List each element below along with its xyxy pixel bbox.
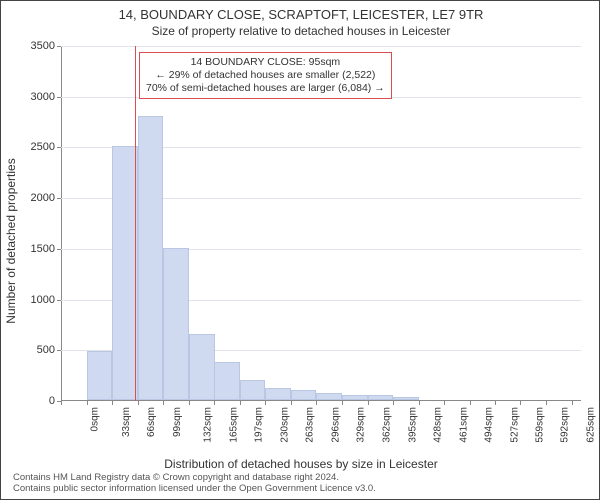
- x-tick-mark: [393, 401, 394, 405]
- x-tick-mark: [240, 401, 241, 405]
- annotation-line1: 14 BOUNDARY CLOSE: 95sqm: [146, 56, 385, 69]
- x-tick-label: 494sqm: [484, 407, 495, 443]
- x-tick-label: 230sqm: [279, 407, 290, 443]
- plot-area: 0500100015002000250030003500 0sqm33sqm66…: [61, 46, 581, 401]
- x-axis-label: Distribution of detached houses by size …: [1, 457, 600, 471]
- x-tick-mark: [87, 401, 88, 405]
- x-tick-label: 395sqm: [407, 407, 418, 443]
- annotation-line2: ← 29% of detached houses are smaller (2,…: [146, 69, 385, 82]
- y-tick-label: 2500: [15, 141, 55, 153]
- x-tick-mark: [291, 401, 292, 405]
- y-tick-label: 3000: [15, 91, 55, 103]
- credits-line2: Contains public sector information licen…: [13, 484, 376, 495]
- x-tick-label: 99sqm: [172, 407, 183, 437]
- y-tick-label: 2000: [15, 192, 55, 204]
- x-tick-label: 296sqm: [330, 407, 341, 443]
- histogram-bar: [87, 351, 113, 400]
- histogram-bar: [189, 334, 215, 400]
- x-tick-mark: [444, 401, 445, 405]
- x-tick-mark: [189, 401, 190, 405]
- histogram-bar: [163, 248, 189, 400]
- x-tick-mark: [470, 401, 471, 405]
- x-tick-label: 263sqm: [305, 407, 316, 443]
- x-tick-mark: [112, 401, 113, 405]
- x-tick-mark: [316, 401, 317, 405]
- chart-subtitle: Size of property relative to detached ho…: [1, 24, 600, 38]
- x-tick-mark: [138, 401, 139, 405]
- histogram-bar: [291, 390, 317, 400]
- histogram-bar: [342, 395, 368, 400]
- x-tick-mark: [265, 401, 266, 405]
- histogram-bar: [316, 393, 342, 400]
- x-tick-label: 197sqm: [253, 407, 264, 443]
- histogram-bar: [214, 362, 240, 400]
- x-tick-label: 329sqm: [356, 407, 367, 443]
- x-tick-mark: [342, 401, 343, 405]
- histogram-bar: [138, 116, 164, 400]
- x-tick-label: 428sqm: [433, 407, 444, 443]
- x-tick-label: 461sqm: [458, 407, 469, 443]
- histogram-bar: [265, 388, 291, 400]
- x-tick-mark: [520, 401, 521, 405]
- x-tick-label: 165sqm: [229, 407, 240, 443]
- y-tick-label: 0: [15, 395, 55, 407]
- y-tick-label: 1500: [15, 243, 55, 255]
- x-tick-label: 66sqm: [146, 407, 157, 437]
- x-tick-label: 592sqm: [560, 407, 571, 443]
- chart-container: { "title_main": "14, BOUNDARY CLOSE, SCR…: [0, 0, 600, 500]
- x-tick-mark: [368, 401, 369, 405]
- x-tick-mark: [61, 401, 62, 405]
- marker-line: [135, 46, 136, 401]
- x-tick-label: 625sqm: [586, 407, 597, 443]
- x-tick-mark: [214, 401, 215, 405]
- x-tick-mark: [495, 401, 496, 405]
- credits: Contains HM Land Registry data © Crown c…: [13, 473, 376, 495]
- x-tick-mark: [572, 401, 573, 405]
- x-tick-label: 362sqm: [382, 407, 393, 443]
- x-tick-mark: [546, 401, 547, 405]
- y-tick-label: 1000: [15, 294, 55, 306]
- x-tick-mark: [163, 401, 164, 405]
- x-tick-label: 33sqm: [121, 407, 132, 437]
- x-tick-label: 132sqm: [203, 407, 214, 443]
- x-tick-label: 559sqm: [534, 407, 545, 443]
- annotation-line3: 70% of semi-detached houses are larger (…: [146, 82, 385, 95]
- chart-title: 14, BOUNDARY CLOSE, SCRAPTOFT, LEICESTER…: [1, 7, 600, 22]
- x-tick-label: 527sqm: [510, 407, 521, 443]
- histogram-bar: [393, 397, 419, 400]
- histogram-bar: [368, 395, 394, 400]
- x-tick-mark: [419, 401, 420, 405]
- annotation-box: 14 BOUNDARY CLOSE: 95sqm ← 29% of detach…: [139, 52, 392, 99]
- x-tick-label: 0sqm: [89, 407, 100, 431]
- y-tick-label: 3500: [15, 40, 55, 52]
- y-tick-label: 500: [15, 344, 55, 356]
- histogram-bar: [240, 380, 266, 400]
